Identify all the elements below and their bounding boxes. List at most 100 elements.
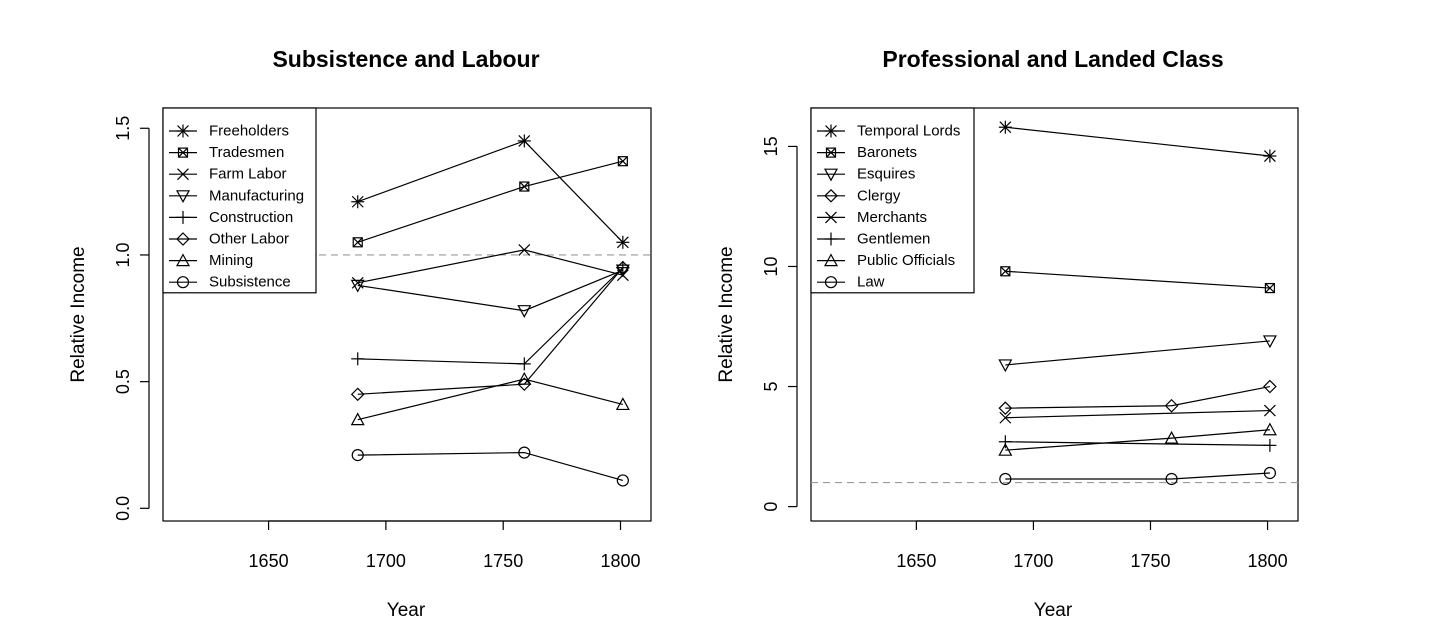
legend-label: Tradesmen (209, 144, 284, 161)
legend-marker (824, 232, 838, 246)
y-axis-label: Relative Income (716, 246, 737, 382)
series-merchants (999, 404, 1276, 424)
legend-marker (823, 253, 839, 267)
data-point (350, 279, 365, 293)
legend-marker (176, 124, 190, 138)
y-axis-label: Relative Income (68, 246, 89, 382)
data-point (1263, 149, 1277, 163)
x-axis-label: Year (1034, 600, 1073, 621)
legend-item: Freeholders (169, 123, 289, 140)
legend-marker (177, 147, 189, 158)
x-tick-label: 1700 (1013, 551, 1053, 571)
series-line (1005, 270, 1270, 289)
legend-item: Temporal Lords (817, 123, 960, 140)
x-tick-label: 1800 (1248, 551, 1288, 571)
legend-item: Merchants (817, 209, 927, 226)
legend-marker (175, 253, 191, 267)
data-point (1263, 404, 1276, 417)
legend-label: Temporal Lords (857, 123, 960, 140)
y-tick-label: 1.0 (113, 242, 133, 267)
y-tick-label: 0 (761, 502, 781, 512)
legend-marker (824, 124, 838, 138)
series-line (1005, 340, 1270, 366)
legend-label: Manufacturing (209, 187, 304, 204)
data-point (1164, 430, 1179, 444)
data-point (350, 412, 365, 426)
legend-item: Manufacturing (169, 187, 304, 204)
data-point (518, 243, 531, 256)
series-line (357, 140, 624, 243)
x-tick-label: 1750 (483, 551, 523, 571)
series-farm-labor (351, 243, 629, 289)
x-axis-label: Year (387, 600, 426, 621)
data-point (519, 181, 530, 192)
legend-marker (823, 168, 839, 182)
legend-label: Construction (209, 209, 293, 226)
legend-item: Other Labor (169, 231, 289, 248)
legend-label: Law (857, 274, 885, 291)
data-point (998, 442, 1013, 456)
legend-item: Gentlemen (817, 231, 930, 248)
series-line (1005, 126, 1270, 157)
data-point (517, 371, 532, 385)
legend: Temporal Lords Baronets Esquires Clergy Merc… (810, 107, 975, 294)
chart-title: Professional and Landed Class (882, 46, 1223, 72)
data-point (998, 435, 1012, 449)
series-line (1005, 472, 1270, 480)
series-baronets (1000, 266, 1276, 294)
series-subsistence (351, 446, 629, 487)
data-point (1262, 422, 1277, 436)
series-gentlemen (998, 435, 1277, 452)
data-point (1262, 335, 1277, 349)
panel-1: Subsistence and Labour Year Relative Incom… (68, 46, 652, 621)
legend-box (810, 107, 975, 294)
x-tick-label: 1800 (600, 551, 640, 571)
legend-label: Public Officials (857, 252, 955, 269)
data-point (616, 474, 629, 487)
legend-label: Esquires (857, 166, 915, 183)
legend-box (162, 107, 317, 294)
data-point (998, 401, 1013, 415)
y-tick-label: 5 (761, 382, 781, 392)
legend-label: Clergy (857, 187, 901, 204)
data-point (351, 352, 365, 366)
data-point (999, 411, 1012, 424)
data-point (1263, 466, 1277, 480)
legend-item: Mining (169, 252, 253, 269)
legend-item: Subsistence (169, 274, 291, 291)
series-line (357, 267, 624, 365)
x-tick-label: 1750 (1130, 551, 1170, 571)
x-tick-label: 1650 (896, 551, 936, 571)
chart-title: Subsistence and Labour (272, 46, 539, 72)
legend-item: Tradesmen (169, 144, 284, 161)
legend-item: Construction (169, 209, 293, 226)
series-esquires (998, 335, 1277, 373)
data-point (998, 120, 1012, 134)
data-point (351, 449, 364, 462)
series-other-labor (350, 260, 630, 402)
series-temporal-lords (998, 120, 1277, 163)
y-tick-label: 10 (761, 256, 781, 276)
y-tick-label: 15 (761, 136, 781, 156)
series-line (1005, 409, 1270, 419)
legend-label: Subsistence (209, 274, 291, 291)
legend-label: Mining (209, 252, 253, 269)
legend-marker (175, 190, 191, 204)
legend-item: Farm Labor (169, 166, 287, 183)
series-clergy (998, 379, 1277, 415)
legend-marker (825, 211, 837, 224)
legend-marker (176, 232, 190, 246)
series-public-officials (998, 422, 1277, 456)
y-tick-label: 0.0 (113, 496, 133, 521)
series-line (357, 378, 623, 421)
legend-label: Farm Labor (209, 166, 287, 183)
series-law (999, 466, 1277, 486)
series-line (357, 269, 624, 312)
data-point (517, 357, 531, 371)
data-point (998, 359, 1013, 373)
series-line (357, 451, 624, 482)
legend: Freeholders Tradesmen Farm Labor Manufactur… (162, 107, 317, 294)
data-point (1263, 379, 1277, 394)
legend-marker (176, 276, 190, 289)
legend-label: Merchants (857, 209, 927, 226)
